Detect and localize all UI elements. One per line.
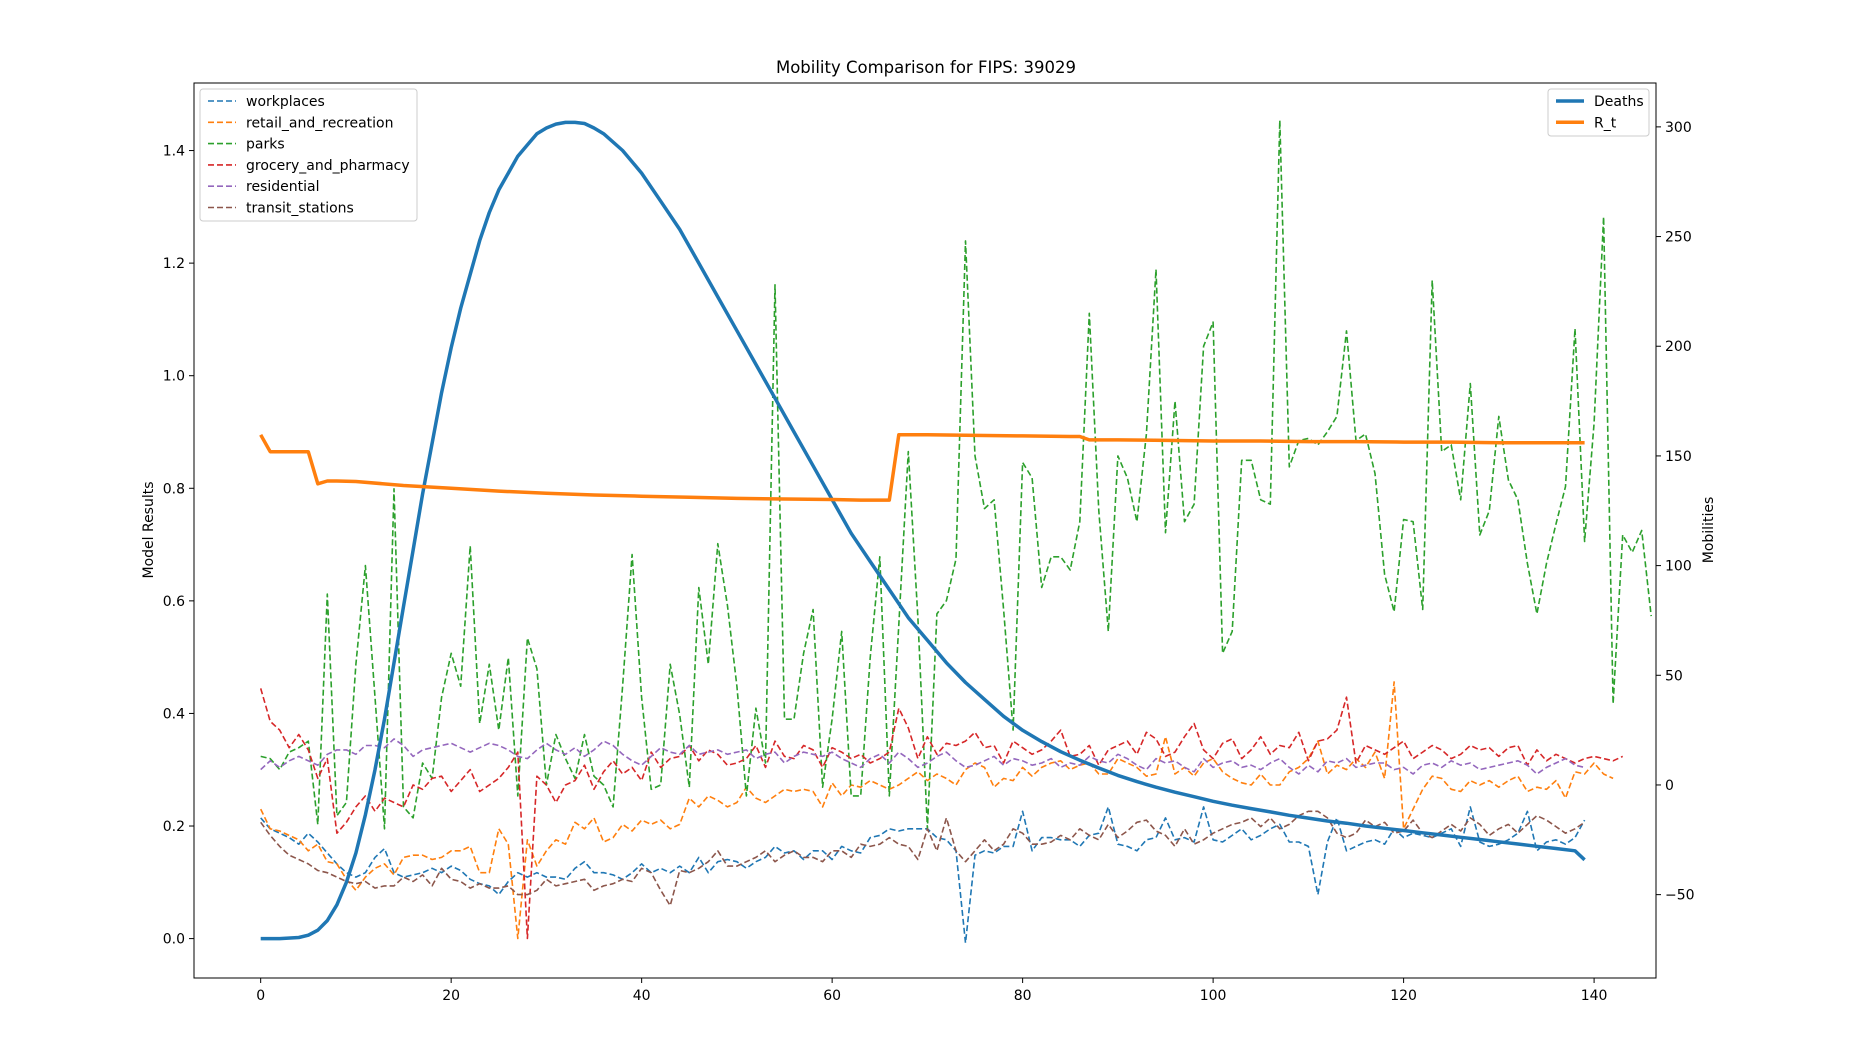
y-tick-label: 1.4 [163,144,185,160]
x-tick-label: 80 [1014,988,1032,1004]
y-axis-right: −50 0 50 100 150 200 250 300 [1656,120,1695,904]
y-tick-label: 0.4 [163,706,185,722]
y2-tick-label: 0 [1665,778,1674,794]
x-tick-label: 40 [633,988,651,1004]
y2-tick-label: 150 [1665,449,1692,465]
y2-tick-label: 200 [1665,339,1692,355]
x-tick-label: 100 [1200,988,1227,1004]
series-line-residential [260,738,1585,775]
x-tick-label: 20 [442,988,460,1004]
series-line-Deaths [260,120,1586,941]
y-axis-left: 0.0 0.2 0.4 0.6 0.8 1.0 1.2 1.4 [163,144,194,948]
y2-tick-label: 300 [1665,120,1692,136]
chart-title: Mobility Comparison for FIPS: 39029 [776,58,1076,77]
y2-axis-label: Mobilities [1701,497,1717,564]
y-tick-label: 1.0 [163,369,185,385]
legend-label: retail_and_recreation [246,115,393,131]
y-tick-label: 0.2 [163,819,185,835]
x-tick-label: 120 [1390,988,1417,1004]
plot-frame [193,82,1657,979]
legend-label: Deaths [1594,94,1644,110]
series-line-transit-stations [260,810,1586,907]
y-tick-label: 0.0 [163,932,185,948]
x-axis: 0 20 40 60 80 100 120 140 [256,978,1607,1004]
series-line-R-t [259,433,1585,502]
y2-tick-label: 250 [1665,230,1692,246]
y-axis-label: Model Results [141,481,157,578]
series-line-grocery-and-pharmacy [259,688,1624,940]
series-layer [259,119,1652,944]
legend-label: residential [246,179,319,195]
legend-label: grocery_and_pharmacy [246,158,410,174]
x-tick-label: 140 [1581,988,1608,1004]
x-tick-label: 60 [823,988,841,1004]
legend-label: parks [246,137,285,153]
legend-label: transit_stations [246,201,354,217]
x-tick-label: 0 [256,988,265,1004]
y-tick-label: 1.2 [163,256,185,272]
y2-tick-label: −50 [1665,888,1695,904]
series-line-retail-and-recreation [259,681,1614,940]
legend-label: R_t [1594,115,1617,131]
y2-tick-label: 100 [1665,559,1692,575]
legend-model-results: Deaths R_t [1547,88,1650,137]
legend-box [199,88,418,222]
legend-label: workplaces [246,94,325,110]
y-tick-label: 0.8 [163,481,185,497]
y-tick-label: 0.6 [163,594,185,610]
y2-tick-label: 50 [1665,668,1683,684]
